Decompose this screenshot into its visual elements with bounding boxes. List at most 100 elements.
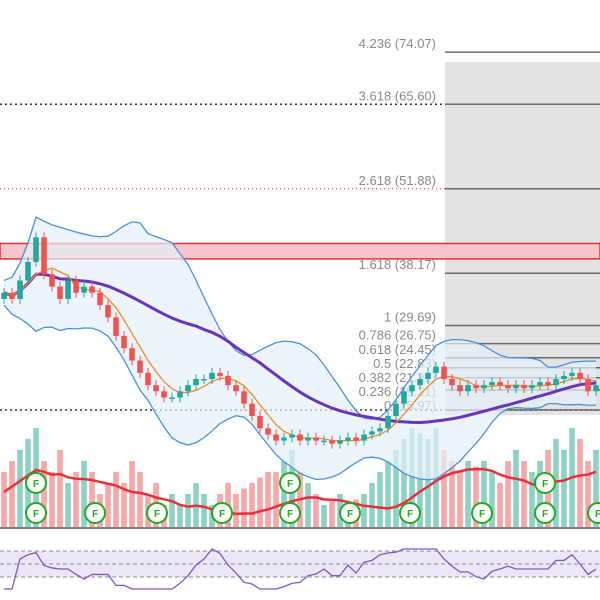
volume-bar — [361, 494, 367, 527]
candle-body — [449, 379, 455, 386]
candle-body — [97, 292, 103, 306]
candle-body — [417, 379, 423, 386]
candle-body — [505, 385, 511, 389]
fib-level-label: 1 (29.69) — [384, 309, 436, 324]
earnings-marker: F — [279, 472, 301, 494]
candle-body — [585, 379, 591, 392]
candle-body — [369, 431, 375, 435]
volume-bar — [321, 505, 327, 527]
candle-body — [497, 382, 503, 386]
volume-bar — [201, 494, 207, 527]
earnings-marker: F — [339, 502, 361, 524]
marker-label: F — [542, 509, 548, 520]
fib-level-label: 1.618 (38.17) — [359, 257, 436, 272]
marker-label: F — [595, 509, 600, 520]
candle-body — [345, 437, 351, 441]
candle-body — [321, 440, 327, 443]
candle-body — [153, 385, 159, 392]
volume-bar — [305, 483, 311, 527]
earnings-marker: F — [146, 502, 168, 524]
candle-body — [233, 385, 239, 392]
candle-body — [385, 415, 391, 429]
volume-bar — [273, 472, 279, 527]
volume-bar — [473, 466, 479, 527]
volume-bar — [113, 472, 119, 527]
volume-ma-line — [3, 467, 597, 516]
candle-body — [129, 348, 135, 361]
candle-body — [49, 274, 55, 287]
earnings-marker: F — [534, 502, 556, 524]
volume-bar — [177, 505, 183, 527]
volume-bar — [489, 472, 495, 527]
volume-bar — [281, 461, 287, 527]
marker-circle — [471, 502, 493, 524]
volume-bar — [481, 461, 487, 527]
marker-circle — [25, 502, 47, 524]
candle-body — [377, 428, 383, 432]
marker-label: F — [154, 509, 160, 520]
volume-bar — [369, 483, 375, 527]
candle-body — [89, 286, 95, 293]
volume-bar — [449, 461, 455, 527]
marker-label: F — [287, 509, 293, 520]
marker-label: F — [479, 509, 485, 520]
marker-label: F — [287, 479, 293, 490]
bollinger-upper — [3, 216, 596, 420]
volume-bar — [417, 433, 423, 527]
candle-body — [553, 379, 559, 386]
candle-body — [297, 434, 303, 441]
fib-level-label: 0.786 (26.75) — [359, 328, 436, 343]
candle-body — [25, 261, 31, 281]
candle-body — [361, 434, 367, 441]
rsi-band — [0, 551, 600, 577]
volume-bar — [185, 494, 191, 527]
earnings-marker: F — [587, 502, 600, 524]
volume-bar — [593, 450, 599, 527]
candle-body — [473, 385, 479, 389]
candle-body — [425, 372, 431, 380]
earnings-marker: F — [25, 472, 47, 494]
marker-circle — [534, 472, 556, 494]
volume-bar — [89, 472, 95, 527]
volume-bar — [313, 494, 319, 527]
candle-body — [305, 437, 311, 441]
marker-label: F — [33, 509, 39, 520]
candle-body — [561, 375, 567, 380]
marker-circle — [211, 502, 233, 524]
candle-body — [289, 434, 295, 438]
volume-bar — [561, 450, 567, 527]
volume-bar — [233, 494, 239, 527]
candle-body — [121, 335, 127, 349]
candle-body — [537, 382, 543, 386]
volume-bar — [497, 483, 503, 527]
candle-body — [521, 385, 527, 389]
candle-body — [225, 375, 231, 386]
candle-body — [329, 440, 335, 444]
candle-body — [161, 391, 167, 398]
candle-body — [353, 437, 359, 441]
volume-bar — [521, 461, 527, 527]
fib-level-label: 2.618 (51.88) — [359, 173, 436, 188]
earnings-marker: F — [84, 502, 106, 524]
volume-bar — [17, 450, 23, 527]
fib-level-label: 0.618 (24.45) — [359, 342, 436, 357]
marker-label: F — [347, 509, 353, 520]
volume-bar — [73, 472, 79, 527]
volume-bar — [137, 472, 143, 527]
volume-bar — [505, 461, 511, 527]
marker-label: F — [542, 479, 548, 490]
marker-circle — [279, 472, 301, 494]
volume-bar — [9, 461, 15, 527]
volume-bar — [513, 450, 519, 527]
bollinger-lower — [3, 304, 596, 481]
volume-bar — [65, 483, 71, 527]
volume-bar — [265, 472, 271, 527]
volume-bar — [377, 472, 383, 527]
volume-bar — [529, 472, 535, 527]
candle-body — [17, 280, 23, 299]
earnings-marker: F — [25, 502, 47, 524]
candle-body — [177, 391, 183, 398]
candle-body — [209, 372, 215, 380]
volume-bar — [441, 450, 447, 527]
marker-circle — [399, 502, 421, 524]
